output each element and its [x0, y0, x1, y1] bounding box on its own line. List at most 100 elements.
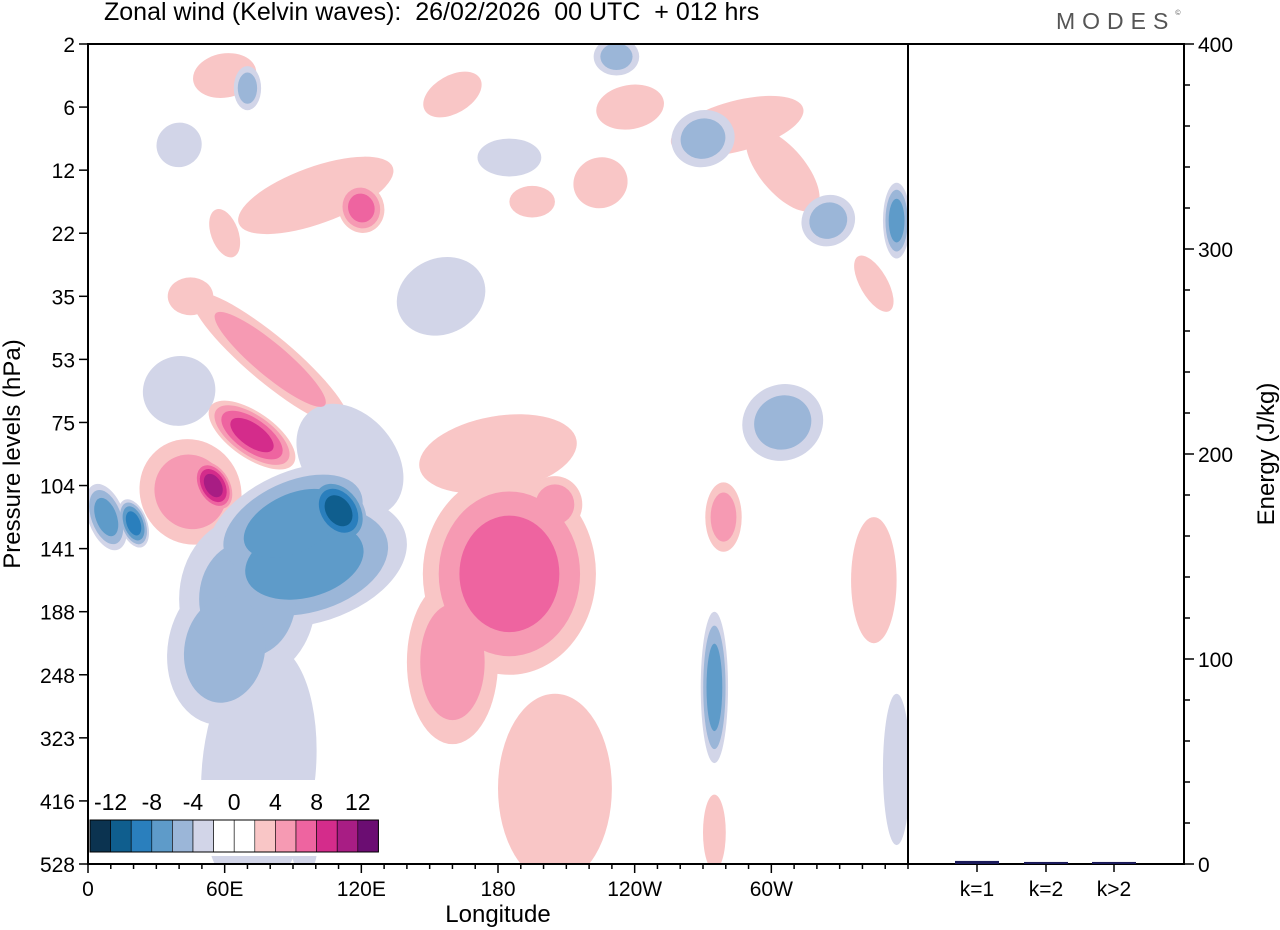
longitude-tick-label: 60W: [750, 878, 793, 901]
easterly-anomaly-contour: [183, 596, 266, 703]
longitude-tick-label: 180: [480, 878, 515, 901]
easterly-anomaly-contour: [706, 643, 723, 732]
easterly-anomaly-contour: [477, 138, 542, 177]
pressure-tick-label: 2: [63, 34, 75, 57]
colorbar-swatch: [213, 819, 235, 853]
easterly-anomaly-contour: [237, 72, 258, 104]
westerly-anomaly-contour: [203, 473, 223, 498]
westerly-anomaly-contour: [423, 71, 482, 118]
pressure-tick-label: 35: [52, 286, 75, 309]
colorbar-swatch: [130, 819, 153, 853]
chart-title: Zonal wind (Kelvin waves): 26/02/2026 00…: [104, 0, 760, 26]
energy-bar: [955, 860, 999, 864]
colorbar-swatch: [316, 819, 338, 853]
pressure-tick-label: 248: [40, 665, 75, 688]
x-axis-label: Longitude: [445, 901, 550, 928]
westerly-anomaly-contour: [459, 515, 560, 633]
colorbar-swatch: [357, 819, 379, 853]
easterly-anomaly-contour: [600, 44, 633, 70]
westerly-anomaly-contour: [509, 185, 555, 218]
easterly-anomaly-contour: [396, 256, 486, 336]
energy-category-label: k=2: [1029, 878, 1063, 901]
westerly-anomaly-contour: [498, 693, 612, 864]
energy-category-label: k>2: [1097, 878, 1131, 901]
easterly-anomaly-contour: [142, 356, 216, 426]
longitude-tick-label: 60E: [206, 878, 243, 901]
westerly-anomaly-contour: [209, 209, 241, 258]
pressure-tick-label: 323: [40, 728, 75, 751]
energy-category-label: k=1: [960, 878, 994, 901]
colorbar-frame: [89, 819, 379, 853]
colorbar-swatch: [89, 819, 111, 853]
colorbar-label: -12: [94, 789, 127, 815]
pressure-tick-label: 53: [52, 349, 75, 372]
westerly-anomaly-contour: [745, 128, 820, 212]
colorbar-label: -8: [142, 789, 162, 815]
pressure-tick-label: 416: [40, 791, 75, 814]
colorbar: -12 -8 -4 0 4 8 12: [88, 780, 381, 856]
easterly-anomaly-contour: [94, 497, 119, 537]
easterly-anomaly-contour: [680, 118, 726, 159]
pressure-tick-label: 75: [52, 412, 75, 435]
pressure-tick-label: 22: [52, 223, 75, 246]
colorbar-swatch: [192, 819, 214, 853]
colorbar-swatch: [172, 819, 194, 853]
westerly-anomaly-contour: [596, 84, 664, 130]
westerly-anomaly-contour: [703, 794, 726, 864]
longitude-tick-label: 120W: [607, 878, 662, 901]
westerly-anomaly-contour: [214, 311, 326, 407]
longitude-tick-label: 0: [82, 878, 94, 901]
pressure-tick-label: 6: [63, 97, 75, 120]
colorbar-swatch: [233, 819, 256, 853]
energy-axis-label: Energy (J/kg): [1253, 383, 1280, 526]
westerly-anomaly-contour: [854, 255, 894, 312]
colorbar-swatch: [336, 819, 359, 853]
westerly-anomaly-contour: [167, 277, 214, 316]
colorbar-label: -4: [183, 789, 204, 815]
pressure-tick-label: 528: [40, 854, 75, 877]
easterly-anomaly-contour: [754, 395, 812, 450]
westerly-anomaly-contour: [541, 819, 569, 864]
colorbar-swatch: [254, 819, 276, 853]
westerly-anomaly-contour: [419, 414, 577, 494]
energy-tick-label: 200: [1198, 444, 1233, 467]
easterly-anomaly-contour: [882, 693, 908, 846]
energy-tick-label: 300: [1198, 239, 1233, 262]
colorbar-label: 0: [228, 789, 241, 815]
westerly-anomaly-contour: [238, 156, 394, 235]
y-axis-label: Pressure levels (hPa): [0, 339, 26, 568]
axes: 2 6 12 22 35 53 75 104 141 188 248 323 416 528 0 60E 120…: [0, 34, 1280, 928]
pressure-tick-label: 188: [40, 602, 75, 625]
hovmoller-field: [88, 44, 908, 864]
easterly-anomaly-contour: [888, 198, 905, 243]
longitude-tick-label: 120E: [337, 878, 386, 901]
westerly-anomaly-contour: [710, 492, 737, 542]
energy-bars: k=1 k=2 k>2: [955, 860, 1136, 901]
pressure-tick-label: 104: [40, 476, 75, 499]
colorbar-swatch: [275, 819, 297, 853]
colorbar-label: 4: [269, 789, 282, 815]
energy-tick-label: 0: [1198, 854, 1210, 877]
pressure-tick-label: 12: [52, 160, 75, 183]
westerly-anomaly-contour: [230, 417, 274, 453]
westerly-anomaly-contour: [348, 193, 375, 223]
colorbar-label: 8: [310, 789, 323, 815]
westerly-anomaly-contour: [573, 157, 628, 209]
energy-tick-label: 100: [1198, 649, 1233, 672]
easterly-anomaly-contour: [324, 495, 353, 527]
energy-panel-frame: [907, 43, 1185, 865]
easterly-anomaly-contour: [125, 511, 142, 536]
westerly-anomaly-contour: [535, 484, 575, 525]
easterly-anomaly-contour: [809, 202, 848, 239]
logo-mark: ©: [1175, 10, 1181, 17]
easterly-anomaly-contour: [156, 122, 202, 168]
energy-bar: [1024, 861, 1068, 864]
westerly-anomaly-contour: [851, 517, 897, 644]
colorbar-swatch: [151, 819, 173, 853]
pressure-tick-label: 141: [40, 539, 75, 562]
logo-text: MODES: [1056, 8, 1176, 34]
westerly-anomaly-contour: [420, 604, 485, 721]
modes-logo: MODES©: [1056, 8, 1181, 35]
energy-tick-label: 400: [1198, 34, 1233, 57]
